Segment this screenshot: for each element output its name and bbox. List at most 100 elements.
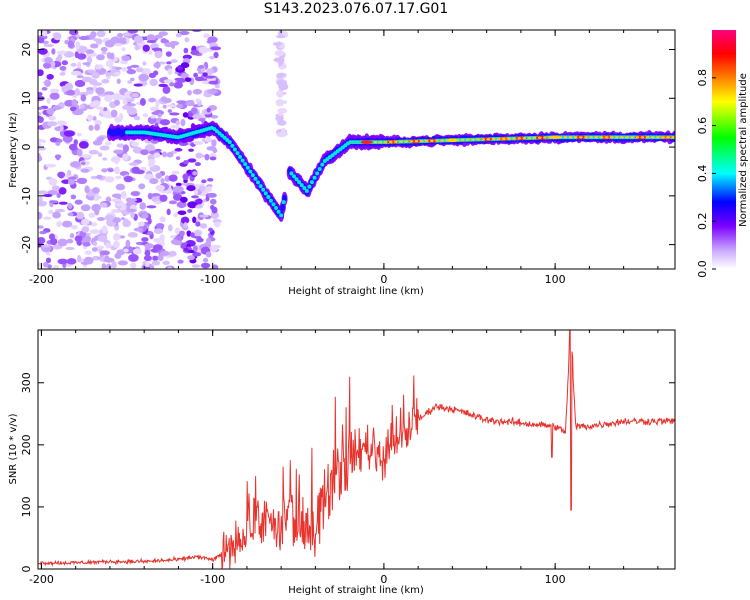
noise-blob [177, 79, 186, 83]
noise-blob [81, 76, 93, 83]
noise-blob [104, 39, 115, 48]
noise-blob [160, 177, 165, 184]
noise-blob [161, 151, 168, 158]
noise-blob [159, 216, 166, 223]
noise-blob [192, 171, 198, 176]
noise-blob [56, 192, 61, 198]
ridge-core-cyan [281, 200, 286, 205]
noise-blob [178, 30, 190, 36]
noise-blob [104, 94, 113, 102]
noise-blob [97, 152, 103, 158]
noise-blob [91, 71, 100, 79]
noise-blob [76, 148, 83, 157]
ridge-yellow [537, 136, 542, 139]
noise-blob [175, 33, 182, 38]
noise-blob [180, 72, 189, 79]
ridge-yellow [445, 139, 450, 142]
noise-blob [91, 247, 98, 252]
noise-blob [70, 194, 77, 200]
noise-blob [38, 225, 44, 229]
noise-blob [63, 130, 75, 137]
noise-blob [138, 183, 146, 190]
noise-blob [177, 210, 187, 216]
ridge-yellow [645, 136, 650, 139]
noise-blob [62, 134, 73, 143]
noise-blob [159, 119, 171, 126]
noise-blob [276, 90, 284, 98]
noise-blob [96, 30, 106, 38]
noise-blob [133, 35, 144, 44]
noise-blob [275, 98, 284, 107]
noise-blob [121, 55, 131, 62]
noise-blob [276, 34, 286, 39]
noise-blob [142, 113, 149, 118]
noise-blob [42, 261, 49, 268]
noise-blob [101, 225, 108, 234]
noise-blob [196, 237, 204, 243]
noise-blob [210, 114, 219, 119]
ridge-core-cyan [294, 177, 299, 182]
noise-blob [116, 249, 126, 256]
noise-blob [277, 107, 288, 114]
noise-blob [155, 172, 162, 179]
ridge-yellow [450, 139, 455, 142]
noise-blob [67, 202, 73, 210]
noise-blob [191, 30, 202, 33]
spectrogram-x-tick-label: -200 [29, 273, 54, 286]
noise-blob [105, 60, 114, 68]
ridge-yellow [599, 136, 604, 139]
noise-blob [127, 30, 139, 34]
noise-blob [111, 65, 116, 74]
noise-blob [214, 84, 221, 89]
noise-blob [97, 234, 108, 243]
ridge-yellow [671, 136, 675, 139]
ridge-core-cyan [253, 176, 258, 181]
noise-blob [173, 212, 178, 218]
noise-blob [187, 208, 193, 213]
noise-blob [210, 211, 219, 220]
noise-blob [66, 258, 77, 265]
noise-blob [152, 244, 163, 251]
noise-blob [74, 79, 86, 88]
noise-blob [38, 147, 47, 151]
colorbar-tick-label: 0.2 [696, 212, 709, 230]
noise-blob [167, 68, 173, 75]
noise-blob [52, 265, 60, 269]
ridge-core-cyan [227, 140, 232, 145]
noise-blob [211, 264, 219, 269]
noise-blob [141, 237, 149, 242]
ridge-core-cyan [274, 206, 279, 211]
noise-blob [194, 162, 201, 167]
ridge-core-cyan [320, 162, 325, 167]
noise-blob [144, 243, 154, 249]
noise-blob [147, 218, 152, 225]
ridge-yellow [573, 136, 578, 139]
colorbar-tick-label: 0.4 [696, 165, 709, 183]
noise-blob [76, 132, 82, 137]
noise-blob [64, 39, 70, 45]
noise-blob [76, 177, 88, 185]
noise-blob [81, 226, 90, 233]
noise-blob [65, 89, 76, 96]
ridge-yellow [512, 137, 516, 140]
noise-blob [201, 80, 211, 85]
noise-blob [184, 37, 190, 43]
noise-blob [139, 98, 146, 106]
ridge-core-cyan [256, 180, 261, 185]
noise-blob [66, 169, 72, 176]
noise-blob [146, 40, 157, 44]
noise-blob [118, 37, 127, 42]
noise-blob [56, 120, 67, 126]
noise-blob [146, 205, 157, 209]
ridge-yellow [486, 138, 491, 141]
noise-blob [130, 92, 140, 98]
noise-blob [123, 248, 129, 253]
noise-blob [92, 140, 103, 146]
noise-blob [183, 160, 189, 165]
ridge-yellow [527, 136, 532, 140]
noise-blob [213, 51, 219, 59]
noise-blob [153, 152, 161, 159]
spectrogram-y-tick-label: -20 [20, 236, 33, 254]
noise-blob [180, 62, 190, 69]
